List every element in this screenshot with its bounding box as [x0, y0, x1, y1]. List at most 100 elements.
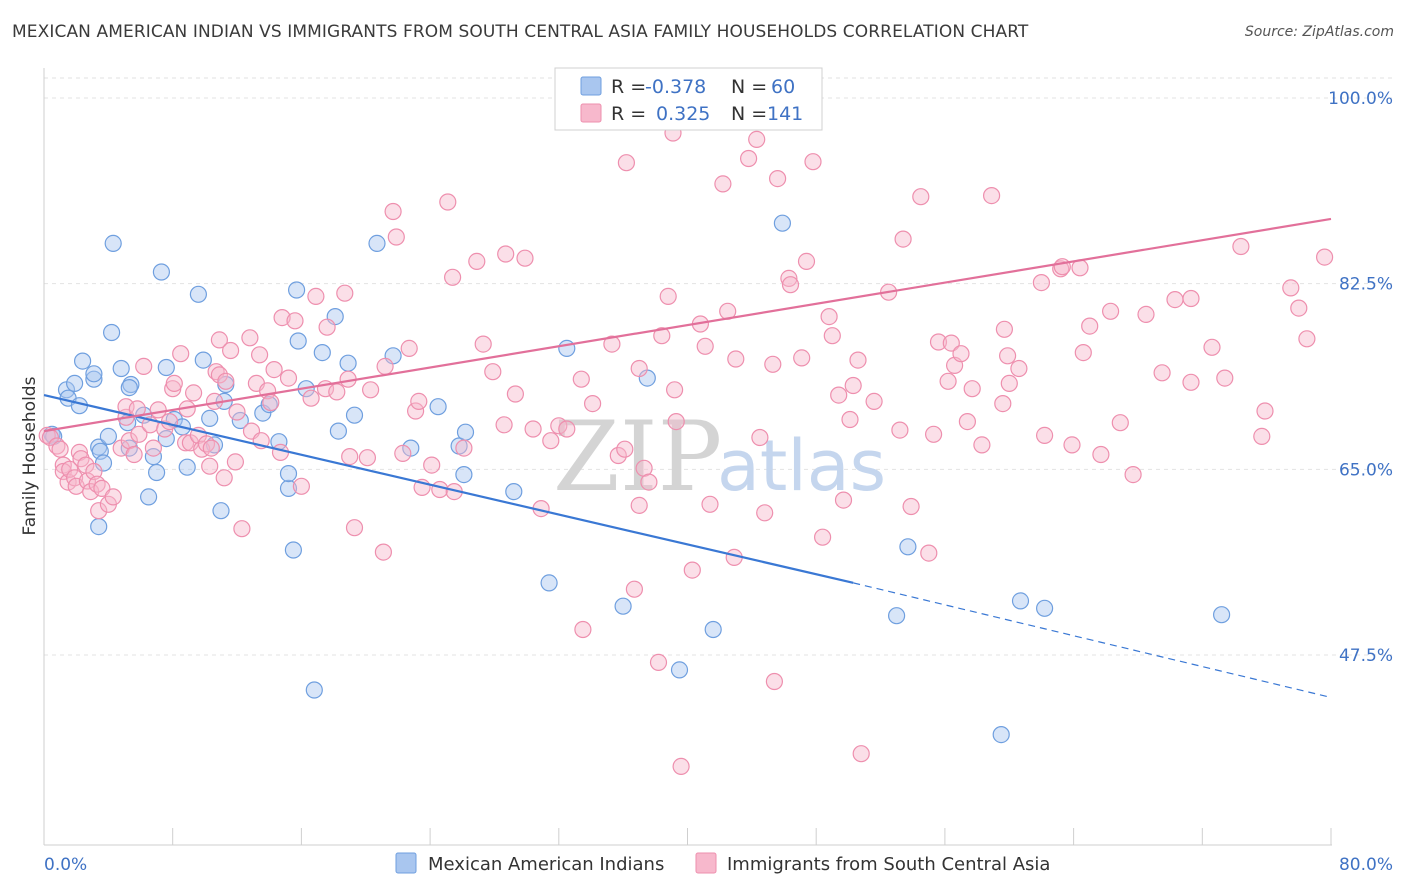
point-immigrants-south-central-asia-145: [849, 351, 867, 369]
point-immigrants-south-central-asia-183: [1298, 330, 1316, 348]
point-mexican-american-indians-13: [104, 234, 122, 252]
point-immigrants-south-central-asia-181: [1282, 279, 1300, 297]
point-immigrants-south-central-asia-195: [920, 544, 938, 562]
point-immigrants-south-central-asia-64: [271, 443, 290, 461]
point-immigrants-south-central-asia-28: [135, 357, 153, 375]
point-mexican-american-indians-47: [305, 681, 323, 699]
trend-line-immigrants-south-central-asia: [43, 217, 1332, 433]
point-immigrants-south-central-asia-77: [345, 519, 364, 537]
point-immigrants-south-central-asia-74: [336, 284, 354, 302]
point-mexican-american-indians-26: [157, 358, 175, 377]
point-immigrants-south-central-asia-189: [630, 496, 648, 514]
stats-n-label-blue: N =: [731, 76, 767, 98]
point-immigrants-south-central-asia-112: [616, 440, 634, 458]
point-mexican-american-indians-52: [345, 406, 364, 424]
point-immigrants-south-central-asia-177: [1216, 369, 1234, 387]
point-mexican-american-indians-44: [284, 541, 302, 559]
point-immigrants-south-central-asia-148: [891, 421, 909, 439]
point-immigrants-south-central-asia-197: [574, 620, 592, 639]
point-immigrants-south-central-asia-188: [1000, 374, 1018, 392]
point-immigrants-south-central-asia-162: [1010, 359, 1028, 378]
point-immigrants-south-central-asia-84: [394, 444, 412, 462]
point-immigrants-south-central-asia-73: [328, 383, 346, 401]
point-immigrants-south-central-asia-174: [1182, 373, 1200, 391]
point-immigrants-south-central-asia-7: [61, 460, 79, 478]
point-immigrants-south-central-asia-90: [431, 480, 449, 499]
point-mexican-american-indians-42: [279, 479, 298, 497]
point-mexican-american-indians-74: [1212, 606, 1231, 624]
point-immigrants-south-central-asia-8: [65, 469, 84, 487]
point-immigrants-south-central-asia-154: [942, 334, 960, 352]
point-immigrants-south-central-asia-153: [939, 372, 957, 390]
point-mexican-american-indians-70: [899, 538, 917, 556]
point-immigrants-south-central-asia-40: [185, 384, 203, 402]
point-mexican-american-indians-15: [99, 427, 118, 445]
point-mexican-american-indians-14: [102, 323, 121, 342]
point-mexican-american-indians-31: [189, 285, 207, 303]
stats-r-value-blue: -0.378: [645, 76, 706, 98]
point-immigrants-south-central-asia-184: [1315, 248, 1334, 266]
point-mexican-american-indians-63: [540, 574, 558, 592]
point-immigrants-south-central-asia-2: [48, 437, 66, 455]
point-immigrants-south-central-asia-30: [144, 439, 162, 457]
point-immigrants-south-central-asia-165: [1063, 436, 1081, 454]
trend-lines: [43, 217, 1332, 699]
point-immigrants-south-central-asia-170: [1111, 414, 1129, 432]
point-mexican-american-indians-64: [614, 597, 632, 615]
point-immigrants-south-central-asia-178: [1232, 237, 1250, 256]
point-mexican-american-indians-68: [773, 214, 792, 232]
y-tick-label-3: 47.5%: [1339, 646, 1393, 666]
point-immigrants-south-central-asia-149: [894, 230, 912, 248]
watermark: ZIP atlas: [553, 401, 886, 513]
point-mexican-american-indians-33: [201, 409, 219, 427]
point-immigrants-south-central-asia-185: [1092, 445, 1110, 464]
point-immigrants-south-central-asia-134: [781, 276, 800, 294]
watermark-atlas: atlas: [717, 425, 886, 507]
point-immigrants-south-central-asia-72: [318, 318, 336, 336]
point-immigrants-south-central-asia-62: [262, 393, 280, 412]
point-immigrants-south-central-asia-101: [516, 249, 534, 267]
watermark-zip: ZIP: [553, 401, 722, 513]
point-immigrants-south-central-asia-171: [1137, 305, 1155, 323]
point-immigrants-south-central-asia-87: [410, 392, 428, 410]
point-immigrants-south-central-asia-139: [820, 308, 838, 326]
point-immigrants-south-central-asia-187: [1053, 258, 1071, 276]
point-immigrants-south-central-asia-176: [1203, 338, 1221, 356]
point-immigrants-south-central-asia-180: [1256, 402, 1274, 420]
point-immigrants-south-central-asia-20: [104, 488, 122, 506]
point-mexican-american-indians-72: [1011, 592, 1030, 610]
point-mexican-american-indians-35: [212, 502, 230, 520]
point-mexican-american-indians-61: [505, 483, 523, 501]
trend-line-mexican-american-indians-extension: [853, 582, 1332, 699]
point-immigrants-south-central-asia-113: [630, 359, 648, 378]
trend-line-mexican-american-indians: [43, 393, 854, 584]
stats-r-label-pink: R =: [611, 103, 646, 125]
point-immigrants-south-central-asia-120: [683, 561, 701, 579]
point-immigrants-south-central-asia-79: [362, 381, 380, 399]
point-immigrants-south-central-asia-150: [912, 188, 930, 206]
point-mexican-american-indians-69: [887, 607, 906, 625]
point-immigrants-south-central-asia-182: [1290, 299, 1308, 317]
point-immigrants-south-central-asia-118: [667, 413, 685, 431]
point-immigrants-south-central-asia-95: [468, 252, 486, 270]
point-immigrants-south-central-asia-169: [1101, 302, 1120, 320]
point-mexican-american-indians-51: [339, 354, 357, 372]
point-immigrants-south-central-asia-158: [963, 380, 981, 398]
point-mexican-american-indians-32: [194, 351, 212, 369]
point-immigrants-south-central-asia-85: [400, 339, 418, 357]
y-tick-label-0: 100.0%: [1328, 89, 1393, 109]
point-immigrants-south-central-asia-83: [387, 228, 405, 246]
point-immigrants-south-central-asia-59: [251, 346, 269, 364]
point-immigrants-south-central-asia-100: [506, 385, 525, 403]
stats-legend-box: R = -0.378 N = 60 R = 0.325 N = 141: [554, 67, 823, 131]
point-mexican-american-indians-30: [178, 458, 196, 476]
point-immigrants-south-central-asia-25: [125, 445, 143, 464]
point-mexican-american-indians-12: [90, 517, 108, 536]
point-immigrants-south-central-asia-137: [804, 153, 822, 171]
legend-swatch-mexican-american-indians: [395, 852, 417, 874]
point-mexican-american-indians-53: [329, 422, 347, 440]
point-immigrants-south-central-asia-44: [201, 457, 219, 475]
point-mexican-american-indians-25: [152, 263, 170, 281]
point-immigrants-south-central-asia-54: [228, 403, 246, 421]
